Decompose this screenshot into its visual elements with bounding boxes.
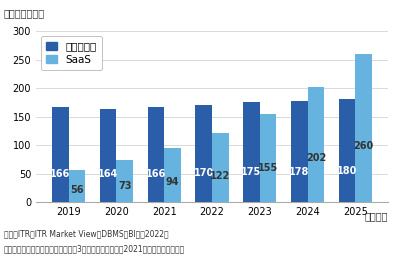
- Text: 170: 170: [194, 168, 214, 178]
- Text: 164: 164: [98, 169, 118, 179]
- Bar: [195, 105, 212, 202]
- Text: 178: 178: [289, 167, 309, 177]
- Bar: [260, 114, 276, 202]
- Text: ＊ベンダーの売上金額を対象とし、3月期ベースで換算。2021年度以降は予測値。: ＊ベンダーの売上金額を対象とし、3月期ベースで換算。2021年度以降は予測値。: [4, 245, 185, 254]
- Text: 166: 166: [50, 169, 70, 179]
- Text: 202: 202: [306, 153, 326, 163]
- Bar: [291, 100, 308, 202]
- Text: 94: 94: [166, 177, 179, 187]
- Bar: [338, 99, 355, 202]
- Text: 73: 73: [118, 181, 132, 191]
- Bar: [116, 160, 133, 202]
- Legend: パッケージ, SaaS: パッケージ, SaaS: [41, 36, 102, 70]
- Bar: [69, 170, 86, 202]
- Text: 56: 56: [70, 185, 84, 195]
- Bar: [100, 109, 116, 202]
- Text: （単位：億円）: （単位：億円）: [4, 8, 45, 18]
- Bar: [52, 107, 69, 202]
- Bar: [212, 133, 229, 202]
- Bar: [164, 148, 181, 202]
- Text: 260: 260: [354, 141, 374, 151]
- Text: 122: 122: [210, 171, 230, 181]
- Bar: [148, 107, 164, 202]
- Text: 180: 180: [337, 166, 357, 176]
- Bar: [308, 87, 324, 202]
- Text: 166: 166: [146, 169, 166, 179]
- Bar: [243, 102, 260, 202]
- Text: 155: 155: [258, 163, 278, 174]
- Text: 175: 175: [241, 167, 262, 177]
- Text: （年度）: （年度）: [364, 211, 388, 221]
- Text: 出典：ITR『ITR Market View：DBMS／BI市刄2022』: 出典：ITR『ITR Market View：DBMS／BI市刄2022』: [4, 229, 169, 238]
- Bar: [355, 54, 372, 202]
